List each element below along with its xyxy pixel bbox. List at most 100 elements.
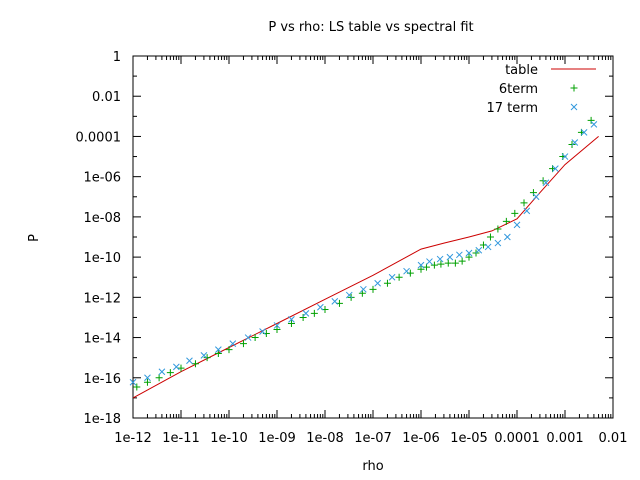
data-point — [331, 298, 339, 305]
data-point — [229, 340, 237, 347]
y-tick-label: 1 — [113, 50, 121, 65]
data-point — [446, 253, 454, 261]
y-tick-label: 1e-16 — [83, 372, 121, 387]
y-tick-label: 1e-18 — [83, 412, 121, 427]
y-axis-label: P — [27, 234, 42, 242]
data-point — [172, 363, 180, 371]
legend-swatch-6term — [570, 84, 578, 92]
y-tick-label: 0.0001 — [76, 130, 122, 145]
data-point — [568, 140, 576, 148]
data-point — [422, 263, 430, 271]
legend-swatch-17-term — [570, 103, 578, 111]
y-tick-label: 1e-10 — [83, 251, 121, 266]
series-17-term — [129, 120, 598, 386]
data-point — [186, 357, 193, 365]
data-point — [504, 233, 511, 241]
data-point — [520, 199, 528, 207]
x-tick-label: 1e-06 — [402, 431, 440, 446]
data-point — [214, 346, 222, 354]
data-point — [143, 378, 151, 386]
data-point — [542, 179, 550, 187]
legend-label-17-term: 17 term — [486, 101, 538, 116]
x-tick-label: 0.001 — [546, 431, 583, 446]
data-point — [133, 383, 141, 391]
data-point — [486, 233, 494, 241]
data-point — [436, 255, 444, 263]
data-point — [259, 328, 266, 335]
x-tick-label: 1e-11 — [162, 431, 200, 446]
data-point — [444, 259, 452, 267]
data-point — [561, 153, 569, 160]
data-point — [214, 350, 222, 358]
data-point — [273, 326, 281, 334]
series-line-table — [132, 136, 599, 399]
plot-area — [132, 55, 614, 419]
data-point — [225, 346, 233, 354]
data-point — [200, 352, 208, 359]
x-tick-label: 0.01 — [599, 431, 628, 446]
data-point — [430, 261, 438, 269]
data-point — [494, 239, 502, 247]
series-table — [132, 136, 599, 399]
data-point — [239, 340, 247, 348]
x-tick-label: 1e-08 — [306, 431, 344, 446]
data-point — [590, 120, 598, 128]
x-tick-label: 0.0001 — [494, 431, 540, 446]
data-point — [299, 313, 307, 321]
data-point — [316, 303, 324, 311]
data-point — [288, 316, 295, 323]
data-point — [523, 207, 531, 215]
data-point — [417, 261, 425, 269]
x-tick-label: 1e-12 — [114, 431, 152, 446]
data-point — [273, 322, 281, 329]
data-point — [417, 265, 425, 273]
data-point — [552, 165, 559, 173]
data-point — [403, 267, 410, 275]
x-tick-label: 1e-07 — [354, 431, 392, 446]
data-point — [345, 291, 353, 299]
data-point — [388, 273, 396, 281]
data-point — [244, 334, 252, 341]
x-axis-label: rho — [362, 459, 383, 474]
data-point — [465, 253, 473, 261]
x-tick-label: 1e-10 — [210, 431, 248, 446]
data-point — [571, 139, 579, 146]
data-point — [475, 246, 483, 254]
data-point — [587, 116, 595, 124]
data-point — [203, 354, 211, 362]
data-point — [465, 249, 473, 257]
x-tick-label: 1e-09 — [258, 431, 296, 446]
data-point — [177, 364, 185, 372]
data-point — [369, 285, 377, 293]
chart-title: P vs rho: LS table vs spectral fit — [268, 20, 473, 35]
y-tick-label: 1e-12 — [83, 291, 121, 306]
data-point — [529, 189, 537, 197]
legend-label-table: table — [505, 63, 538, 78]
series-6term — [133, 116, 595, 391]
data-point — [451, 259, 459, 267]
data-point — [144, 374, 151, 382]
data-point — [158, 368, 166, 376]
data-point — [310, 309, 318, 317]
data-point — [251, 334, 259, 342]
data-point — [302, 309, 310, 317]
plot-border — [132, 55, 614, 419]
data-point — [426, 258, 433, 265]
data-point — [374, 279, 382, 287]
y-axis-ticks: 1e-18 1e-16 1e-14 1e-12 1e-10 1e-08 1e-06 0.000… — [76, 50, 613, 427]
data-point — [494, 225, 502, 233]
y-tick-label: 1e-08 — [83, 211, 121, 226]
data-point — [155, 374, 163, 382]
data-point — [383, 279, 391, 287]
data-point — [129, 378, 137, 386]
data-point — [580, 128, 588, 136]
data-point — [191, 360, 199, 368]
data-point — [437, 260, 445, 268]
data-point — [395, 273, 403, 281]
data-point — [458, 257, 466, 265]
data-point — [456, 251, 463, 259]
data-point — [287, 319, 295, 327]
legend-label-6term: 6term — [499, 82, 538, 97]
data-point — [166, 369, 174, 377]
